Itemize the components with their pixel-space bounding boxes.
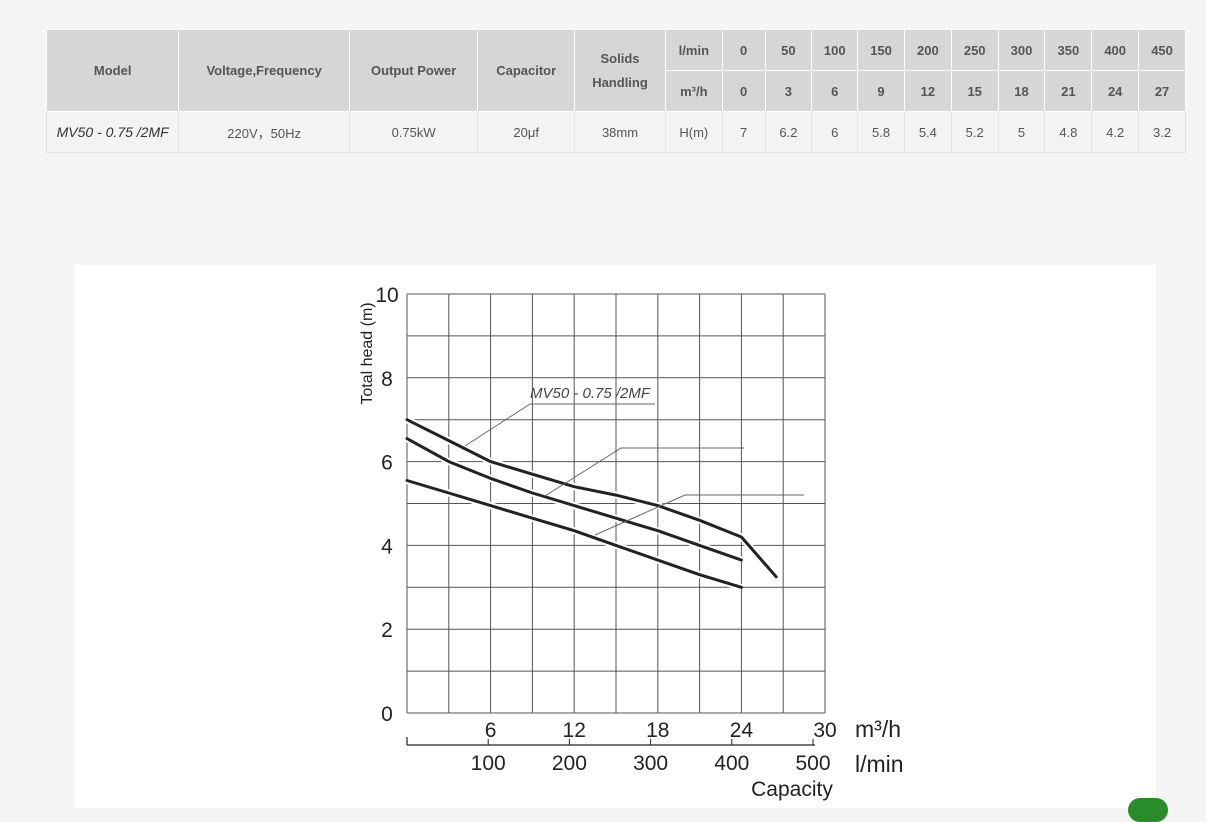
header-lmin-value: 400 [1091, 29, 1140, 71]
cell-model: MV50 - 0.75 /2MF [45, 111, 180, 153]
cell-head-value: 5.2 [950, 111, 999, 153]
x-tick-label: 12 [563, 719, 586, 742]
annotation-label: MV50 - 0.75 /2MF [530, 385, 651, 402]
header-capacitor: Capacitor [477, 29, 576, 112]
y-tick-label: 2 [381, 619, 393, 642]
cell-unit: H(m) [664, 111, 723, 153]
x2-tick-label: 500 [795, 752, 830, 775]
y-tick-label: 0 [381, 703, 393, 726]
header-power: Output Power [348, 29, 479, 112]
cell-head-value: 6.2 [764, 111, 813, 153]
header-m3h-value: 6 [811, 70, 859, 112]
annotation-leader [594, 494, 804, 536]
header-unit-lmin: l/min [664, 29, 723, 71]
y-axis-label: Total head (m) [359, 302, 376, 404]
header-m3h-value: 24 [1091, 70, 1140, 112]
cell-head-value: 4.2 [1091, 111, 1140, 153]
x-tick-label: 30 [813, 719, 836, 742]
annotation-leader [544, 447, 744, 497]
y-tick-label: 8 [381, 368, 393, 391]
annotation-leader [464, 403, 531, 447]
header-m3h-value: 3 [764, 70, 813, 112]
cell-capacitor: 20μf [477, 111, 576, 153]
header-unit-m3h: m³/h [664, 70, 723, 112]
chat-badge[interactable] [1128, 798, 1168, 822]
header-solids-label: Solids Handling [592, 50, 648, 90]
cell-head-value: 6 [811, 111, 859, 153]
cell-power: 0.75kW [348, 111, 479, 153]
header-lmin-value: 100 [811, 29, 859, 71]
series-line [405, 418, 778, 579]
x2-tick-label: 200 [552, 752, 587, 775]
header-lmin-value: 50 [764, 29, 813, 71]
header-m3h-value: 18 [997, 70, 1046, 112]
header-lmin-value: 300 [997, 29, 1046, 71]
x-tick-label: 18 [646, 719, 669, 742]
x2-tick-label: 400 [714, 752, 749, 775]
header-m3h-value: 12 [903, 70, 952, 112]
header-m3h-value: 9 [857, 70, 905, 112]
header-voltage: Voltage,Frequency [178, 29, 350, 112]
header-lmin-value: 250 [950, 29, 999, 71]
spec-table: Model Voltage,Frequency Output Power Cap… [45, 29, 1186, 153]
y-tick-label: 6 [381, 452, 393, 475]
chart-panel: 0 2 4 6 8 10 Total head (m) 6 12 18 24 30 100 200 300 4… [75, 265, 1168, 822]
series-line [405, 479, 743, 589]
x2-tick-label: 100 [471, 752, 506, 775]
cell-voltage: 220V，50Hz [178, 111, 350, 153]
y-tick-label: 10 [375, 284, 398, 307]
header-lmin-value: 200 [903, 29, 952, 71]
cell-head-value: 5.4 [903, 111, 952, 153]
header-model: Model [45, 29, 180, 112]
cell-head-value: 3.2 [1138, 111, 1186, 153]
cell-solids: 38mm [574, 111, 666, 153]
cell-head-value: 7 [721, 111, 766, 153]
header-m3h-value: 0 [721, 70, 766, 112]
header-lmin-value: 450 [1138, 29, 1186, 71]
header-solids: Solids Handling [574, 29, 666, 112]
x-axis-label: Capacity [751, 778, 833, 801]
header-m3h-value: 27 [1138, 70, 1186, 112]
x2-tick-label: 300 [633, 752, 668, 775]
cell-head-value: 5 [997, 111, 1046, 153]
x-unit-primary: m³/h [855, 716, 901, 742]
x-unit-secondary: l/min [855, 751, 904, 777]
y-tick-label: 4 [381, 535, 393, 558]
cell-head-value: 4.8 [1044, 111, 1093, 153]
x-tick-label: 24 [730, 719, 754, 742]
x-tick-label: 6 [485, 719, 497, 742]
header-lmin-value: 150 [857, 29, 905, 71]
header-m3h-value: 15 [950, 70, 999, 112]
header-m3h-value: 21 [1044, 70, 1093, 112]
header-lmin-value: 0 [721, 29, 766, 71]
series-line [405, 437, 743, 562]
header-lmin-value: 350 [1044, 29, 1093, 71]
cell-head-value: 5.8 [857, 111, 905, 153]
